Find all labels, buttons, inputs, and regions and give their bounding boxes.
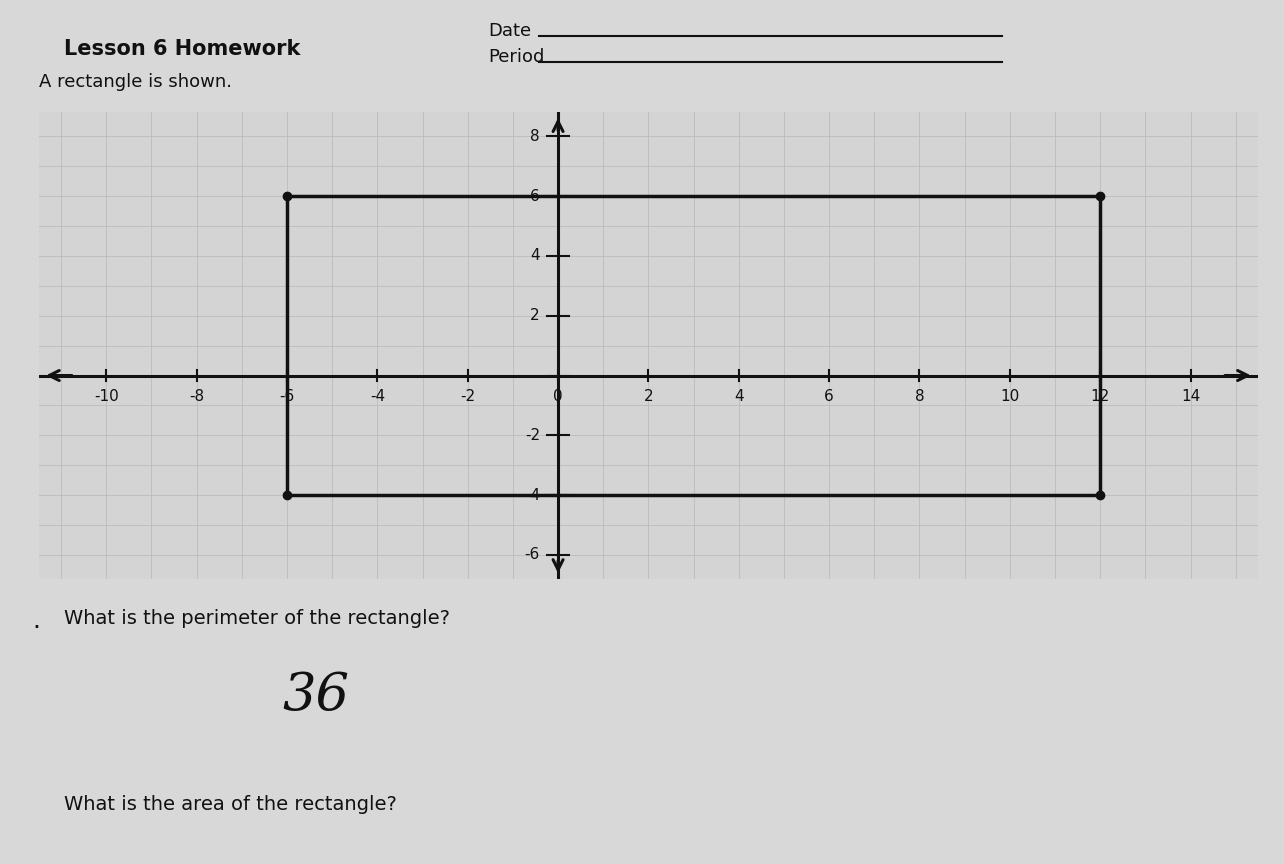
Text: 0: 0: [553, 389, 562, 404]
Text: A rectangle is shown.: A rectangle is shown.: [39, 73, 231, 92]
Text: 12: 12: [1090, 389, 1109, 404]
Text: -2: -2: [525, 428, 541, 443]
Text: -6: -6: [525, 548, 541, 562]
Text: -2: -2: [460, 389, 475, 404]
Text: 36: 36: [282, 670, 349, 721]
Text: 4: 4: [734, 389, 743, 404]
Text: 8: 8: [530, 129, 541, 143]
Text: What is the area of the rectangle?: What is the area of the rectangle?: [64, 795, 397, 814]
Text: 2: 2: [530, 308, 541, 323]
Text: What is the perimeter of the rectangle?: What is the perimeter of the rectangle?: [64, 609, 451, 628]
Text: 14: 14: [1181, 389, 1201, 404]
Text: -4: -4: [525, 487, 541, 503]
Text: Date: Date: [488, 22, 532, 40]
Text: Period: Period: [488, 48, 544, 66]
Text: -6: -6: [280, 389, 294, 404]
Text: 6: 6: [530, 188, 541, 204]
Text: 10: 10: [1000, 389, 1019, 404]
Text: .: .: [32, 609, 40, 633]
Text: 2: 2: [643, 389, 654, 404]
Text: 8: 8: [914, 389, 924, 404]
Text: Lesson 6 Homework: Lesson 6 Homework: [64, 39, 300, 59]
Text: -4: -4: [370, 389, 385, 404]
Text: 6: 6: [824, 389, 835, 404]
Text: -8: -8: [189, 389, 204, 404]
Text: 4: 4: [530, 248, 541, 264]
Text: -10: -10: [94, 389, 118, 404]
